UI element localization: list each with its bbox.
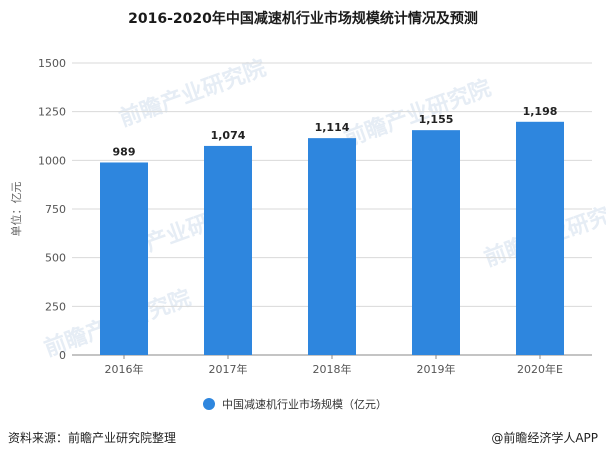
y-tick-label: 750 xyxy=(45,203,66,216)
data-label: 1,198 xyxy=(523,105,558,118)
y-tick-label: 500 xyxy=(45,252,66,265)
data-labels: 989 1,074 1,114 1,155 1,198 xyxy=(113,105,558,159)
y-tick-label: 1000 xyxy=(38,154,66,167)
data-label: 1,114 xyxy=(315,121,350,134)
y-tick-label: 1250 xyxy=(38,106,66,119)
bars xyxy=(100,121,564,355)
legend: 中国减速机行业市场规模（亿元） xyxy=(203,397,387,411)
bar-2 xyxy=(204,145,252,355)
y-axis-label: 单位：亿元 xyxy=(9,182,23,237)
y-tick-label: 1500 xyxy=(38,57,66,70)
legend-label: 中国减速机行业市场规模（亿元） xyxy=(222,397,387,411)
x-tick-label: 2019年 xyxy=(417,362,456,376)
x-tick-label: 2018年 xyxy=(313,362,352,376)
y-tick-label: 0 xyxy=(59,349,66,362)
x-tick-label: 2016年 xyxy=(105,362,144,376)
x-tick-label: 2020年E xyxy=(517,362,563,376)
bar-3 xyxy=(308,138,356,355)
x-tick-label: 2017年 xyxy=(209,362,248,376)
source-note: 资料来源：前瞻产业研究院整理 xyxy=(8,431,177,445)
credit-note: @前瞻经济学人APP xyxy=(491,431,598,445)
data-label: 1,074 xyxy=(211,129,246,142)
legend-marker xyxy=(203,398,215,410)
y-tick-label: 250 xyxy=(45,300,66,313)
bar-1 xyxy=(100,162,148,355)
y-tick-labels: 0 250 500 750 1000 1250 1500 xyxy=(38,57,66,362)
data-label: 1,155 xyxy=(419,113,454,126)
x-tick-labels: 2016年 2017年 2018年 2019年 2020年E xyxy=(105,355,563,376)
watermark-text: 前瞻产业研究院 xyxy=(116,55,270,132)
data-label: 989 xyxy=(113,145,136,158)
bar-4 xyxy=(412,130,460,355)
bar-5 xyxy=(516,121,564,355)
chart-title: 2016-2020年中国减速机行业市场规模统计情况及预测 xyxy=(128,11,478,27)
